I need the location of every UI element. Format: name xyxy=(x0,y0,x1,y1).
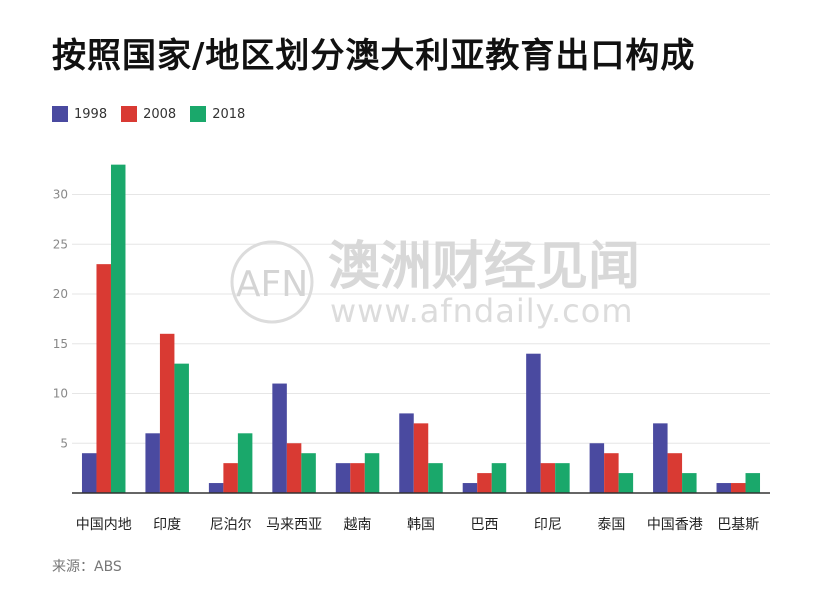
bar-2008-巴西 xyxy=(477,473,492,493)
legend-label-1998: 1998 xyxy=(74,106,108,122)
bar-2018-泰国 xyxy=(618,473,634,493)
x-category-label: 中国香港 xyxy=(647,517,703,533)
watermark-name: 澳洲财经见闻 xyxy=(328,237,640,297)
legend-item-1998: 1998 xyxy=(52,106,107,122)
x-category-label: 巴西 xyxy=(470,517,498,533)
bar-2008-巴基斯 xyxy=(731,483,746,493)
bars-layer xyxy=(81,164,761,493)
legend-label-2018: 2018 xyxy=(212,106,246,122)
watermark-logo-text: AFN xyxy=(236,264,308,305)
watermark: AFN 澳洲财经见闻 www.afndaily.com xyxy=(230,237,640,330)
legend-swatch-2018 xyxy=(190,106,207,122)
bar-1998-越南 xyxy=(335,463,351,493)
bar-2008-中国内地 xyxy=(96,264,111,493)
bar-1998-巴基斯 xyxy=(716,483,732,493)
y-tick-label: 25 xyxy=(53,237,68,251)
axis-layer: 5 10 15 20 25 30 中国内地 印度 尼泊尔 马来西亚 越南 韩国 巴西 印尼 泰国 中国香港 巴基… xyxy=(53,188,770,533)
bar-2008-中国香港 xyxy=(667,453,683,493)
bar-2018-印尼 xyxy=(555,463,570,493)
bar-1998-马来西亚 xyxy=(272,383,287,493)
y-tick-label: 20 xyxy=(53,287,68,301)
bar-2018-越南 xyxy=(364,453,380,493)
bar-2018-巴基斯 xyxy=(745,473,761,493)
bar-2008-印度 xyxy=(159,333,175,493)
bar-1998-韩国 xyxy=(399,413,414,493)
legend-item-2018: 2018 xyxy=(190,106,245,122)
bar-2008-印尼 xyxy=(540,463,556,493)
bar-2008-尼泊尔 xyxy=(223,463,238,493)
x-category-label: 印尼 xyxy=(534,517,562,533)
x-category-label: 泰国 xyxy=(597,517,625,533)
x-category-label: 中国内地 xyxy=(76,517,132,533)
chart-title: 按照国家/地区划分澳大利亚教育出口构成 xyxy=(52,36,696,76)
x-category-label: 越南 xyxy=(344,517,372,533)
bar-2018-马来西亚 xyxy=(301,453,316,493)
legend-item-2008: 2008 xyxy=(121,106,176,122)
bar-1998-印尼 xyxy=(526,353,541,493)
bar-2008-马来西亚 xyxy=(286,443,302,493)
x-category-label: 尼泊尔 xyxy=(210,517,252,533)
x-category-label: 印度 xyxy=(153,517,181,533)
bar-1998-巴西 xyxy=(462,483,478,493)
bar-1998-泰国 xyxy=(589,443,605,493)
bar-2008-韩国 xyxy=(413,423,429,493)
bar-2018-中国内地 xyxy=(110,164,126,493)
legend-label-2008: 2008 xyxy=(143,106,177,122)
bar-1998-印度 xyxy=(145,433,160,493)
bar-1998-尼泊尔 xyxy=(208,483,224,493)
bar-1998-中国内地 xyxy=(81,453,97,493)
bar-2018-中国香港 xyxy=(682,473,697,493)
legend-swatch-1998 xyxy=(52,106,68,122)
y-tick-label: 30 xyxy=(53,188,68,202)
bar-2018-韩国 xyxy=(428,463,443,493)
x-category-label: 韩国 xyxy=(407,517,435,533)
source-note: 来源：ABS xyxy=(52,559,122,575)
y-tick-label: 15 xyxy=(53,337,68,351)
watermark-url: www.afndaily.com xyxy=(330,292,634,330)
bar-2008-越南 xyxy=(350,463,365,493)
bar-2018-印度 xyxy=(174,363,189,493)
bar-2018-巴西 xyxy=(491,463,507,493)
bar-2008-泰国 xyxy=(604,453,619,493)
x-category-label: 马来西亚 xyxy=(266,517,322,533)
legend: 1998 2008 2018 xyxy=(52,106,259,122)
y-tick-label: 10 xyxy=(53,387,68,401)
watermark-logo-circle xyxy=(230,240,314,324)
bar-2018-尼泊尔 xyxy=(237,433,253,493)
bar-1998-中国香港 xyxy=(653,423,668,493)
legend-swatch-2008 xyxy=(121,106,138,122)
x-category-label: 巴基斯 xyxy=(717,516,759,533)
y-tick-label: 5 xyxy=(60,436,68,450)
